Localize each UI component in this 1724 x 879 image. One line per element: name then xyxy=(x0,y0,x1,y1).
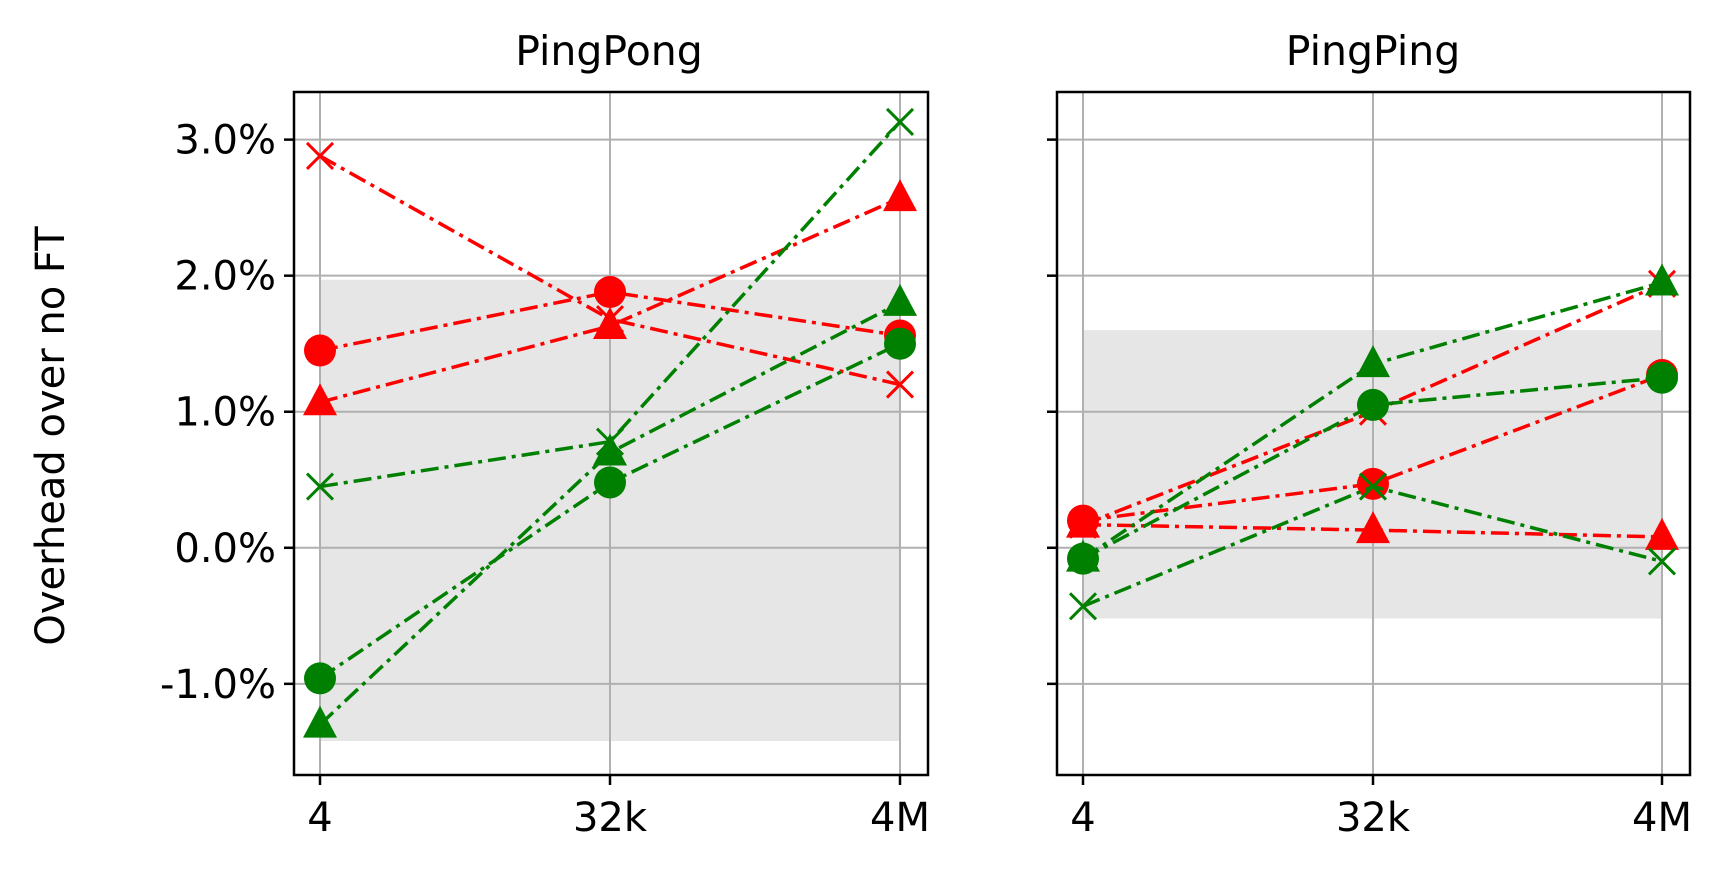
x-tick-label: 4M xyxy=(870,795,930,841)
series-line xyxy=(1082,375,1663,561)
panel-title-pingping: PingPing xyxy=(1286,27,1460,75)
panel-pingping: PingPing 4 32k 4M xyxy=(1047,27,1692,841)
y-tick-label: 0.0% xyxy=(174,526,276,572)
data-point-circle xyxy=(594,466,626,499)
x-tick-label: 32k xyxy=(573,795,648,841)
series-line xyxy=(1082,522,1663,539)
data-point-x xyxy=(305,472,335,501)
data-point-circle xyxy=(1646,361,1678,394)
data-point-circle xyxy=(1357,467,1389,500)
data-point-circle xyxy=(304,334,336,367)
data-point-circle xyxy=(1357,388,1389,421)
series-line xyxy=(319,120,902,489)
panel-pingpong: PingPong -1.0% 0.0% 1.0% 2.0% 3.0% 4 32k 4M xyxy=(160,27,930,841)
data-point-x xyxy=(885,370,915,399)
data-point-triangle xyxy=(883,283,917,316)
data-point-circle xyxy=(884,327,916,360)
data-point-triangle xyxy=(883,179,917,212)
panel-title-pingpong: PingPong xyxy=(515,27,703,75)
x-tick-label: 4 xyxy=(1070,795,1095,841)
x-tick-label: 4M xyxy=(1632,795,1692,841)
y-tick-label: 3.0% xyxy=(174,118,276,164)
data-point-triangle xyxy=(1356,511,1390,544)
series-line xyxy=(318,301,901,726)
data-point-triangle xyxy=(1645,263,1679,296)
data-point-triangle xyxy=(1645,517,1679,550)
y-tick-label: -1.0% xyxy=(160,662,276,708)
data-point-triangle xyxy=(1066,505,1100,538)
x-tick-label: 4 xyxy=(307,795,332,841)
data-point-triangle xyxy=(593,307,627,340)
data-point-triangle xyxy=(593,433,627,466)
y-axis-label: Overhead over no FT xyxy=(28,226,74,646)
data-point-x xyxy=(1358,472,1388,501)
y-tick-label: 1.0% xyxy=(174,390,276,436)
data-point-triangle xyxy=(303,383,337,416)
data-point-x xyxy=(1647,547,1677,576)
x-tick-label: 32k xyxy=(1336,795,1411,841)
series-line xyxy=(319,290,901,353)
data-point-circle xyxy=(594,276,626,309)
data-point-triangle xyxy=(1356,345,1390,378)
y-tick-label: 2.0% xyxy=(174,254,276,300)
data-point-triangle xyxy=(303,705,337,738)
data-point-triangle xyxy=(1066,539,1100,572)
data-point-x xyxy=(305,141,335,171)
data-point-x xyxy=(885,107,915,136)
data-point-circle xyxy=(304,662,336,695)
data-point-x xyxy=(1068,592,1098,621)
